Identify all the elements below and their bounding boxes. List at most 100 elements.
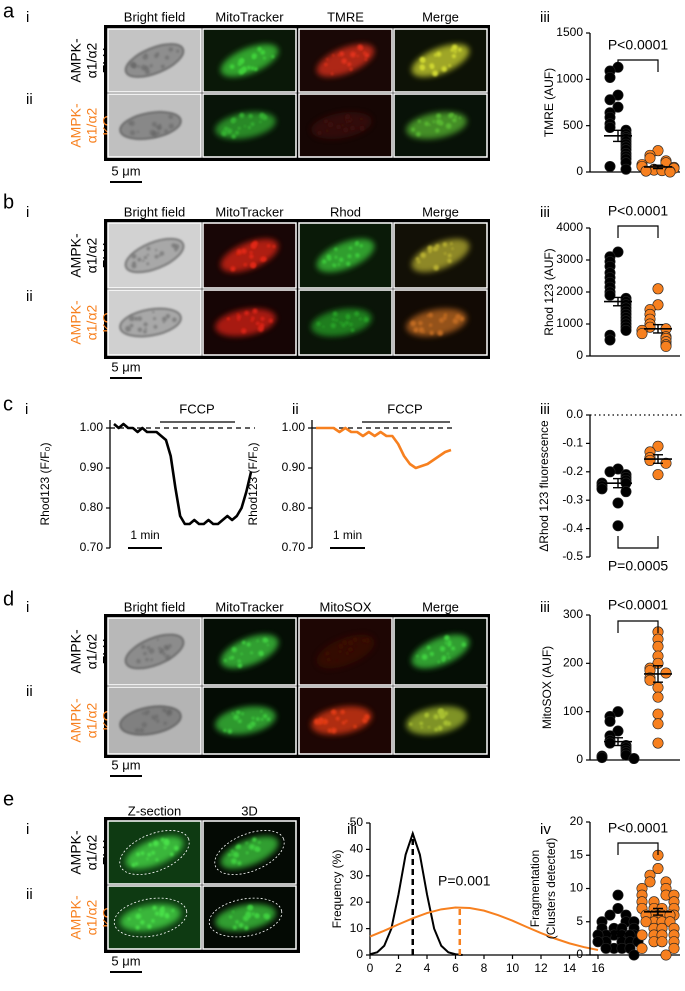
speckle [167, 709, 173, 714]
data-point [604, 160, 616, 172]
speckle [250, 66, 255, 70]
speckle [346, 261, 351, 266]
speckle [443, 313, 448, 317]
p-value: P<0.0001 [608, 37, 669, 53]
row-label: AMPK- [68, 103, 84, 148]
speckle [236, 844, 242, 850]
cell-outline [208, 897, 283, 938]
speckle [140, 851, 145, 856]
speckle [347, 254, 352, 259]
row-label: α1/α2 [84, 304, 100, 340]
speckle [148, 843, 153, 847]
speckle [338, 649, 342, 654]
significance-bracket [617, 225, 659, 238]
speckle [226, 128, 233, 135]
y-tick-label: 30 [350, 868, 364, 882]
speckle [231, 647, 237, 653]
speckle [359, 117, 363, 121]
speckle [237, 861, 242, 866]
y-tick-label: 5 [576, 914, 583, 928]
speckle [241, 640, 246, 645]
cell-content [316, 634, 375, 669]
cell-body [124, 238, 185, 273]
y-tick-label: 0.70 [80, 540, 104, 554]
speckle [442, 242, 448, 247]
column-header: Bright field [124, 204, 185, 219]
column-header: MitoTracker [215, 9, 284, 24]
speckle [150, 658, 153, 662]
speckle [439, 646, 446, 652]
speckle [237, 663, 243, 668]
speckle [245, 911, 252, 917]
speckle [136, 658, 141, 664]
speckle [443, 711, 449, 716]
speckle [427, 726, 431, 729]
speckle [344, 320, 350, 326]
speckle [266, 643, 269, 646]
row-numeral: ii [26, 886, 33, 903]
cell-content [406, 111, 467, 140]
speckle [446, 652, 450, 655]
speckle [228, 853, 231, 857]
speckle [159, 251, 165, 256]
cell-content [119, 111, 182, 140]
y-tick-label: 50 [350, 815, 364, 829]
y-tick-label: 40 [350, 842, 364, 856]
y-tick-label: 0.0 [566, 407, 583, 421]
speckle [137, 65, 141, 68]
speckle [163, 644, 169, 650]
speckle [355, 253, 360, 258]
speckle [272, 245, 276, 248]
speckle [359, 125, 365, 131]
speckle [459, 316, 464, 322]
speckle [168, 47, 174, 52]
speckle [141, 711, 145, 715]
speckle [435, 118, 442, 125]
speckle [257, 47, 262, 52]
speckle [127, 917, 131, 921]
data-point [652, 440, 664, 452]
panel-numeral: iii [347, 821, 357, 838]
speckle [251, 242, 257, 248]
scale-bar-label: 5 μm [111, 163, 140, 178]
speckle [410, 320, 417, 327]
speckle [438, 708, 444, 715]
speckle [445, 123, 452, 129]
speckle [448, 64, 451, 67]
speckle [168, 123, 174, 129]
x-tick-label: 8 [481, 961, 488, 975]
speckle [163, 838, 170, 845]
cell-outline [113, 897, 188, 938]
speckle [143, 651, 147, 656]
speckle [253, 67, 258, 71]
speckle [230, 853, 233, 856]
speckle [322, 259, 327, 264]
column-header: Z-section [128, 803, 181, 818]
cell-content [411, 238, 470, 273]
speckle [237, 659, 241, 663]
speckle [238, 922, 244, 928]
speckle [437, 660, 441, 663]
speckle [160, 64, 165, 69]
data-point [604, 909, 616, 921]
speckle [152, 131, 158, 138]
data-point [612, 902, 624, 914]
data-point [660, 949, 672, 961]
speckle [331, 710, 334, 714]
speckle [359, 317, 362, 321]
speckle [454, 50, 457, 54]
speckle [165, 313, 171, 319]
cell-outline [119, 830, 190, 875]
y-tick-label: -0.2 [562, 464, 583, 478]
y-axis-label: ΔRhod 123 fluorescence [537, 420, 551, 552]
speckle [341, 720, 346, 725]
cell-content [411, 44, 470, 77]
speckle [452, 318, 459, 324]
significance-bracket [617, 842, 659, 855]
speckle [173, 243, 180, 250]
speckle [429, 330, 434, 335]
speckle [243, 262, 247, 267]
speckle [417, 119, 421, 123]
speckle [326, 657, 331, 662]
speckle [447, 253, 452, 258]
